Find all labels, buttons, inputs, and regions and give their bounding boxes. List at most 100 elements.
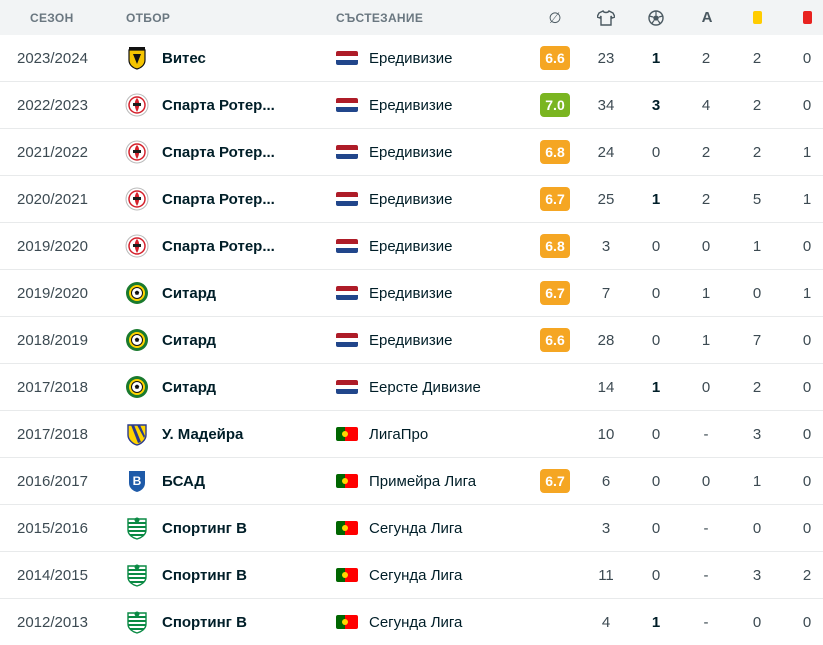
competition-link[interactable]: Сегунда Лига bbox=[369, 613, 463, 631]
header-competition[interactable]: СЪСТЕЗАНИЕ bbox=[336, 10, 424, 25]
yellow-cards-cell: 7 bbox=[752, 331, 762, 349]
competition-link[interactable]: Ередивизие bbox=[369, 143, 453, 161]
header-season[interactable]: СЕЗОН bbox=[30, 10, 74, 25]
table-row[interactable]: 2020/2021 Спарта Ротер... Ередивизие 6.7 25 1… bbox=[0, 176, 823, 223]
table-row[interactable]: 2017/2018 У. Мадейра ЛигаПро 10 0 - 3 0 bbox=[0, 411, 823, 458]
season-cell: 2017/2018 bbox=[17, 378, 88, 396]
competition-link[interactable]: Еерсте Дивизие bbox=[369, 378, 481, 396]
flag-portugal-icon bbox=[336, 615, 358, 629]
team-link[interactable]: Спарта Ротер... bbox=[162, 143, 275, 161]
flag-netherlands-icon bbox=[336, 51, 358, 65]
season-cell: 2016/2017 bbox=[17, 472, 88, 490]
yellow-cards-cell: 3 bbox=[752, 566, 762, 584]
table-row[interactable]: 2023/2024 Витес Ередивизие 6.6 23 1 2 2 0 bbox=[0, 35, 823, 82]
red-cards-cell: 0 bbox=[802, 519, 812, 537]
ball-icon[interactable] bbox=[644, 0, 668, 35]
competition-link[interactable]: Сегунда Лига bbox=[369, 519, 463, 537]
appearances-cell: 34 bbox=[597, 96, 615, 114]
team-link[interactable]: БСАД bbox=[162, 472, 206, 490]
red-card-icon[interactable] bbox=[795, 0, 819, 35]
sittard-crest-icon bbox=[124, 270, 150, 316]
rating-badge[interactable]: 6.6 bbox=[540, 46, 570, 70]
goals-cell: 0 bbox=[651, 472, 661, 490]
yellow-cards-cell: 2 bbox=[752, 378, 762, 396]
appearances-cell: 4 bbox=[601, 613, 611, 631]
competition-link[interactable]: Ередивизие bbox=[369, 96, 453, 114]
competition-link[interactable]: Ередивизие bbox=[369, 284, 453, 302]
season-cell: 2015/2016 bbox=[17, 519, 88, 537]
yellow-card-icon[interactable] bbox=[745, 0, 769, 35]
table-row[interactable]: 2015/2016 Спортинг В Сегунда Лига 3 0 - 0 0 bbox=[0, 505, 823, 552]
table-row[interactable]: 2014/2015 Спортинг В Сегунда Лига 11 0 - 3 2 bbox=[0, 552, 823, 599]
svg-text:B: B bbox=[133, 474, 142, 488]
competition-flag bbox=[336, 552, 358, 598]
rating-badge[interactable]: 6.7 bbox=[540, 281, 570, 305]
competition-link[interactable]: Сегунда Лига bbox=[369, 566, 463, 584]
table-row[interactable]: 2012/2013 Спортинг В Сегунда Лига 4 1 - 0 0 bbox=[0, 599, 823, 645]
table-row[interactable]: 2019/2020 Ситард Ередивизие 6.7 7 0 1 0 1 bbox=[0, 270, 823, 317]
sporting-crest-icon bbox=[124, 505, 150, 551]
competition-flag bbox=[336, 82, 358, 128]
team-link[interactable]: У. Мадейра bbox=[162, 425, 244, 443]
red-cards-cell: 0 bbox=[802, 425, 812, 443]
sparta-crest-icon bbox=[124, 129, 150, 175]
team-link[interactable]: Ситард bbox=[162, 284, 217, 302]
season-cell: 2021/2022 bbox=[17, 143, 88, 161]
assists-cell: 0 bbox=[701, 378, 711, 396]
competition-flag bbox=[336, 364, 358, 410]
appearances-cell: 14 bbox=[597, 378, 615, 396]
competition-link[interactable]: Ередивизие bbox=[369, 190, 453, 208]
rating-badge[interactable]: 6.8 bbox=[540, 234, 570, 258]
competition-flag bbox=[336, 223, 358, 269]
competition-link[interactable]: Ередивизие bbox=[369, 49, 453, 67]
rating-badge[interactable]: 6.6 bbox=[540, 328, 570, 352]
assists-cell: - bbox=[703, 613, 709, 631]
appearances-cell: 28 bbox=[597, 331, 615, 349]
table-row[interactable]: 2019/2020 Спарта Ротер... Ередивизие 6.8 3 0 0… bbox=[0, 223, 823, 270]
appearances-cell: 3 bbox=[601, 519, 611, 537]
team-link[interactable]: Ситард bbox=[162, 331, 217, 349]
yellow-cards-cell: 1 bbox=[752, 237, 762, 255]
competition-flag bbox=[336, 176, 358, 222]
table-row[interactable]: 2016/2017 B БСАД Примейра Лига 6.7 6 0 0 1 0 bbox=[0, 458, 823, 505]
competition-link[interactable]: Ередивизие bbox=[369, 237, 453, 255]
competition-link[interactable]: ЛигаПро bbox=[369, 425, 429, 443]
sittard-crest-icon bbox=[124, 317, 150, 363]
rating-cell: 6.8 bbox=[540, 223, 570, 269]
table-row[interactable]: 2022/2023 Спарта Ротер... Ередивизие 7.0 34 3… bbox=[0, 82, 823, 129]
appearances-cell: 7 bbox=[601, 284, 611, 302]
season-cell: 2020/2021 bbox=[17, 190, 88, 208]
red-cards-cell: 0 bbox=[802, 472, 812, 490]
team-link[interactable]: Спарта Ротер... bbox=[162, 237, 275, 255]
flag-portugal-icon bbox=[336, 521, 358, 535]
flag-netherlands-icon bbox=[336, 239, 358, 253]
table-row[interactable]: 2018/2019 Ситард Ередивизие 6.6 28 0 1 7 0 bbox=[0, 317, 823, 364]
flag-netherlands-icon bbox=[336, 286, 358, 300]
rating-badge[interactable]: 7.0 bbox=[540, 93, 570, 117]
rating-badge[interactable]: 6.8 bbox=[540, 140, 570, 164]
rating-badge[interactable]: 6.7 bbox=[540, 469, 570, 493]
flag-portugal-icon bbox=[336, 427, 358, 441]
table-row[interactable]: 2021/2022 Спарта Ротер... Ередивизие 6.8 24 0… bbox=[0, 129, 823, 176]
team-link[interactable]: Ситард bbox=[162, 378, 217, 396]
team-link[interactable]: Витес bbox=[162, 49, 206, 67]
team-link[interactable]: Спортинг В bbox=[162, 566, 247, 584]
flag-portugal-icon bbox=[336, 568, 358, 582]
team-link[interactable]: Спарта Ротер... bbox=[162, 190, 275, 208]
flag-netherlands-icon bbox=[336, 192, 358, 206]
header-team[interactable]: ОТБОР bbox=[126, 10, 171, 25]
season-cell: 2012/2013 bbox=[17, 613, 88, 631]
team-link[interactable]: Спарта Ротер... bbox=[162, 96, 275, 114]
competition-link[interactable]: Ередивизие bbox=[369, 331, 453, 349]
shirt-icon[interactable] bbox=[594, 0, 618, 35]
goals-cell: 0 bbox=[651, 143, 661, 161]
assists-cell: - bbox=[703, 519, 709, 537]
team-link[interactable]: Спортинг В bbox=[162, 613, 247, 631]
team-link[interactable]: Спортинг В bbox=[162, 519, 247, 537]
competition-link[interactable]: Примейра Лига bbox=[369, 472, 477, 490]
rating-badge[interactable]: 6.7 bbox=[540, 187, 570, 211]
rating-cell: 7.0 bbox=[540, 82, 570, 128]
table-row[interactable]: 2017/2018 Ситард Еерсте Дивизие 14 1 0 2 0 bbox=[0, 364, 823, 411]
assist-icon[interactable]: A bbox=[701, 9, 713, 26]
average-rating-icon[interactable]: ∅ bbox=[548, 9, 562, 27]
